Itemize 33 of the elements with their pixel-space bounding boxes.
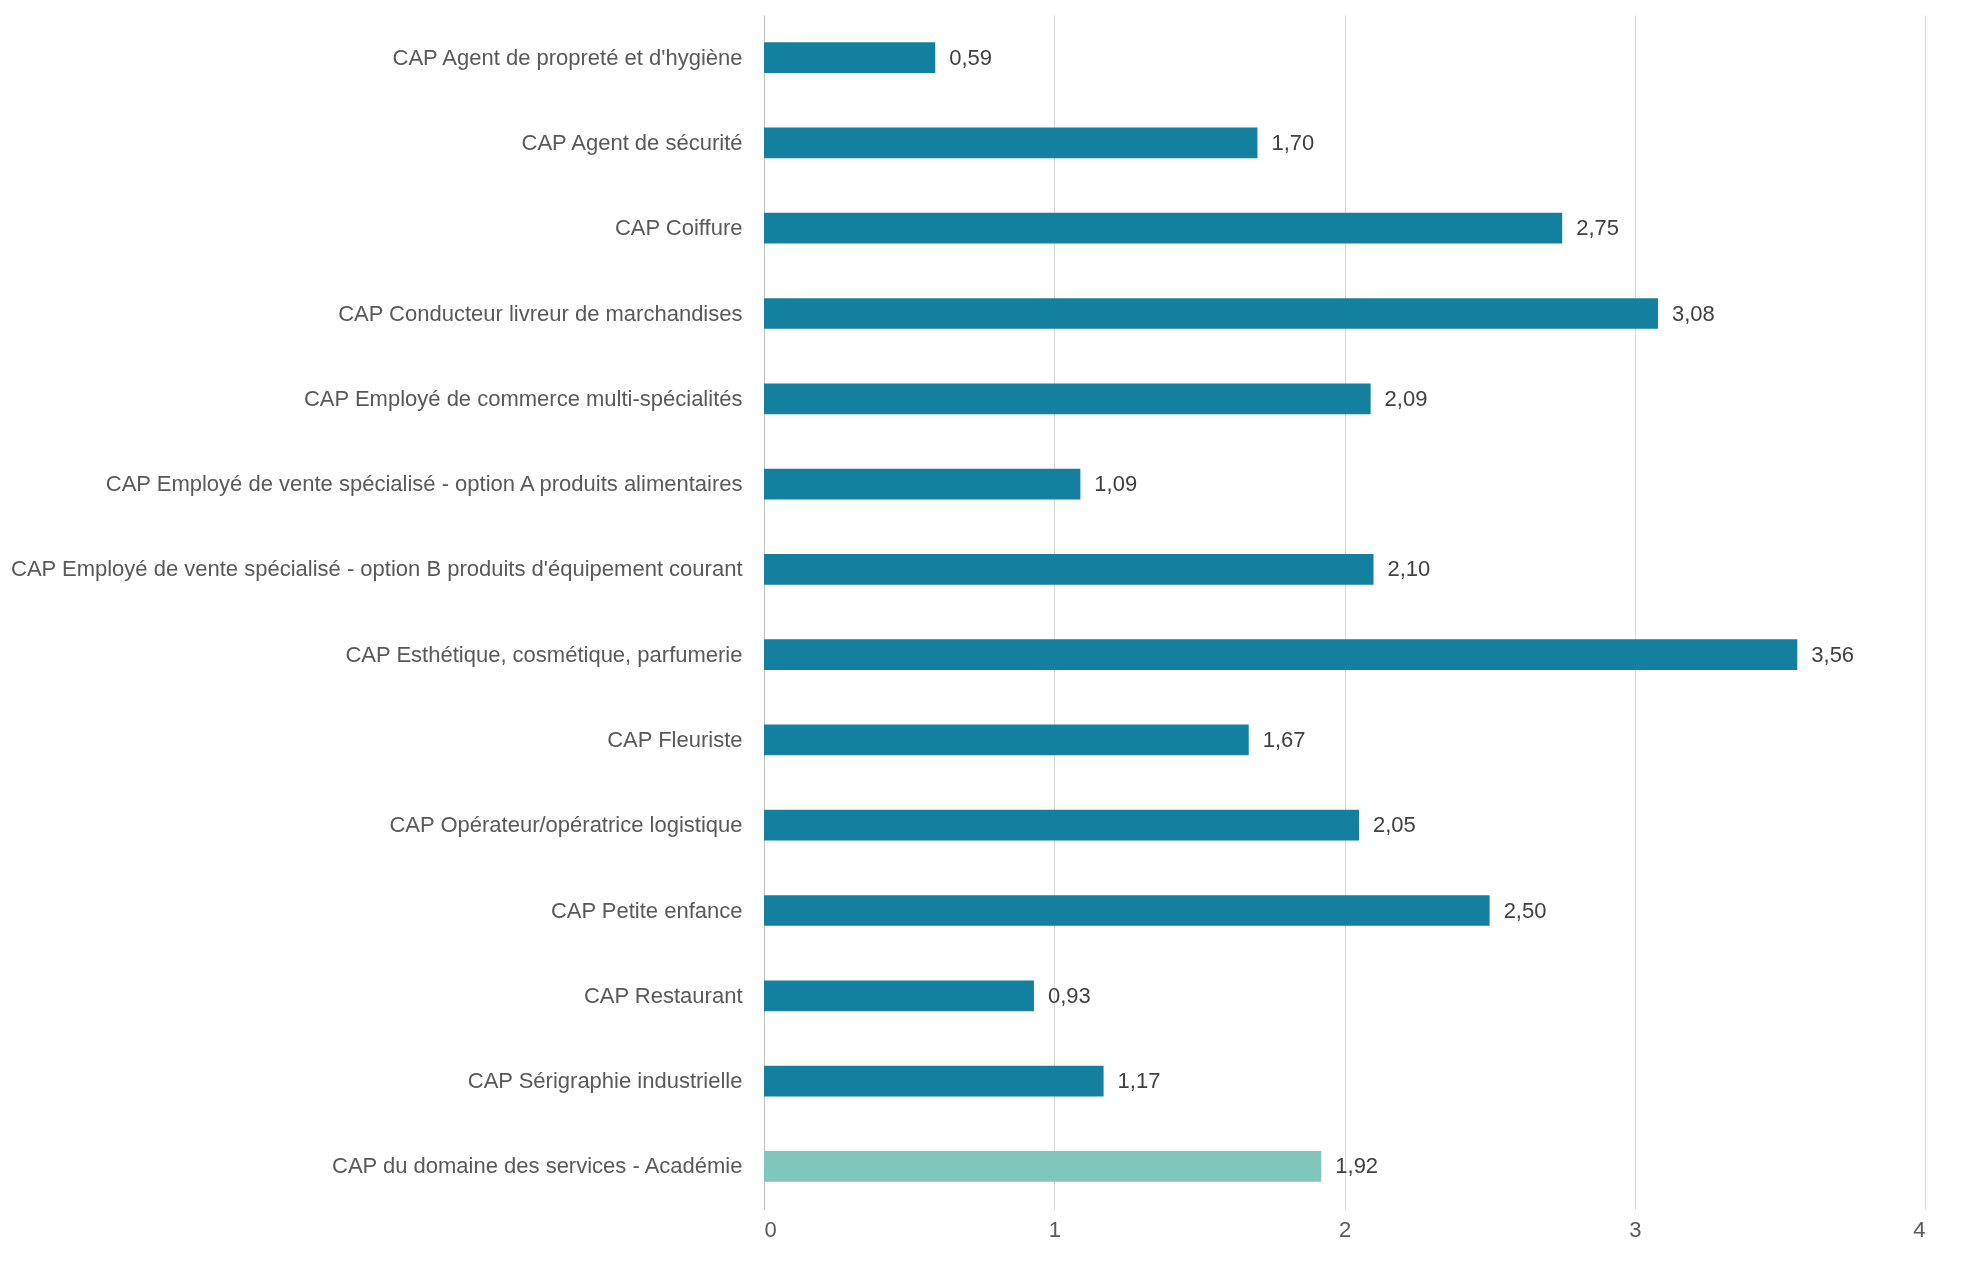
y-tick-label: CAP du domaine des services - Académie xyxy=(332,1153,743,1179)
data-label: 1,70 xyxy=(1271,129,1315,155)
data-label: 2,75 xyxy=(1576,215,1620,241)
data-label: 1,09 xyxy=(1094,471,1138,497)
data-label: 2,05 xyxy=(1373,812,1416,838)
y-tick-label: CAP Employé de vente spécialisé - option B produits d'équipement courant xyxy=(11,556,743,582)
data-label: 1,67 xyxy=(1262,726,1306,752)
data-label: 1,92 xyxy=(1335,1153,1379,1179)
y-tick-label: CAP Esthétique, cosmétique, parfumerie xyxy=(345,641,743,667)
y-tick-label: CAP Employé de vente spécialisé - option A produits alimentaires xyxy=(105,471,743,497)
x-tick-label: 3 xyxy=(1629,1216,1642,1242)
data-label: 0,93 xyxy=(1047,982,1091,1008)
y-tick-label: CAP Agent de sécurité xyxy=(521,129,743,155)
data-label: 0,59 xyxy=(949,44,993,70)
data-label: 3,08 xyxy=(1671,300,1715,326)
y-tick-label: CAP Fleuriste xyxy=(607,726,743,752)
y-tick-label: CAP Sérigraphie industrielle xyxy=(467,1068,743,1094)
y-tick-label: CAP Agent de propreté et d'hygiène xyxy=(392,44,743,70)
y-tick-label: CAP Coiffure xyxy=(614,215,743,241)
x-tick-label: 1 xyxy=(1048,1216,1061,1242)
y-tick-label: CAP Employé de commerce multi-spécialités xyxy=(303,385,743,411)
data-label: 2,10 xyxy=(1387,556,1431,582)
y-tick-label: CAP Restaurant xyxy=(583,982,743,1008)
data-label: 3,56 xyxy=(1811,641,1855,667)
data-label: 1,17 xyxy=(1117,1068,1161,1094)
x-tick-label: 2 xyxy=(1338,1216,1352,1242)
data-label: 2,50 xyxy=(1503,897,1547,923)
x-tick-label: 0 xyxy=(764,1216,777,1242)
data-label: 2,09 xyxy=(1384,385,1428,411)
x-tick-label: 4 xyxy=(1913,1216,1926,1242)
y-tick-label: CAP Opérateur/opératrice logistique xyxy=(389,812,743,838)
y-tick-label: CAP Petite enfance xyxy=(550,897,743,923)
y-tick-label: CAP Conducteur livreur de marchandises xyxy=(338,300,743,326)
